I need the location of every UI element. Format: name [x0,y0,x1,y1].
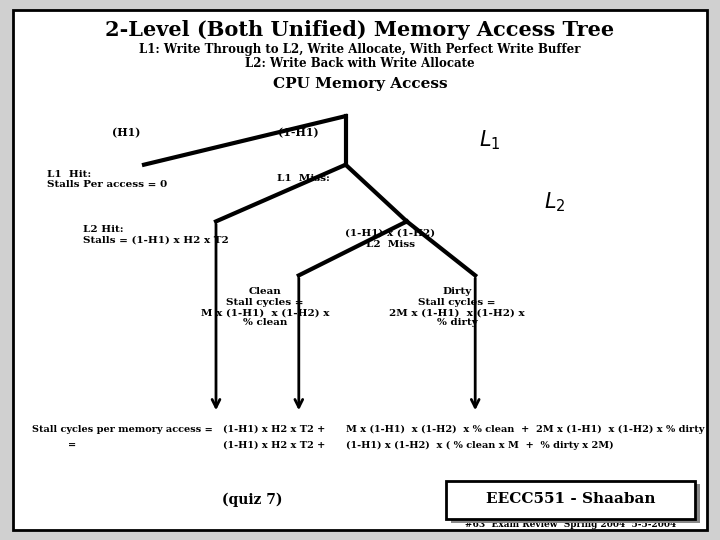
Text: 2M x (1-H1)  x (1-H2) x % dirty: 2M x (1-H1) x (1-H2) x % dirty [536,425,705,434]
Text: (1-H1): (1-H1) [279,127,319,138]
Text: CPU Memory Access: CPU Memory Access [273,77,447,91]
Text: Stall cycles per memory access =: Stall cycles per memory access = [32,425,213,434]
Text: (H1): (H1) [112,127,140,138]
Text: $L_1$: $L_1$ [479,129,500,152]
FancyBboxPatch shape [446,481,695,519]
Text: =: = [68,441,76,450]
Text: #63  Exam Review  Spring 2004  5-5-2004: #63 Exam Review Spring 2004 5-5-2004 [465,521,677,529]
FancyBboxPatch shape [451,484,700,523]
Text: L1: Write Through to L2, Write Allocate, With Perfect Write Buffer: L1: Write Through to L2, Write Allocate,… [139,43,581,56]
Text: (1-H1) x H2 x T2 +: (1-H1) x H2 x T2 + [223,425,325,434]
Text: (1-H1) x (1-H2): (1-H1) x (1-H2) [345,228,436,238]
Text: (quiz 7): (quiz 7) [222,492,282,507]
Text: L1  Miss:: L1 Miss: [277,174,330,183]
Text: $L_2$: $L_2$ [544,191,565,214]
Text: L2: Write Back with Write Allocate: L2: Write Back with Write Allocate [246,57,474,70]
Text: EECC551 - Shaaban: EECC551 - Shaaban [486,492,656,506]
Text: L1  Hit:
Stalls Per access = 0: L1 Hit: Stalls Per access = 0 [47,170,167,190]
Text: 2-Level (Both Unified) Memory Access Tree: 2-Level (Both Unified) Memory Access Tre… [105,19,615,40]
Text: (1-H1) x H2 x T2 +: (1-H1) x H2 x T2 + [223,441,325,450]
Text: M x (1-H1)  x (1-H2)  x % clean  +: M x (1-H1) x (1-H2) x % clean + [346,425,529,434]
Text: Clean
Stall cycles =
M x (1-H1)  x (1-H2) x
% clean: Clean Stall cycles = M x (1-H1) x (1-H2)… [201,287,329,327]
Text: L2  Miss: L2 Miss [366,240,415,249]
Text: (1-H1) x (1-H2)  x ( % clean x M  +  % dirty x 2M): (1-H1) x (1-H2) x ( % clean x M + % dirt… [346,441,613,450]
Text: L2 Hit:
Stalls = (1-H1) x H2 x T2: L2 Hit: Stalls = (1-H1) x H2 x T2 [83,225,228,245]
Text: Dirty
Stall cycles =
2M x (1-H1)  x (1-H2) x
% dirty: Dirty Stall cycles = 2M x (1-H1) x (1-H2… [390,287,525,327]
